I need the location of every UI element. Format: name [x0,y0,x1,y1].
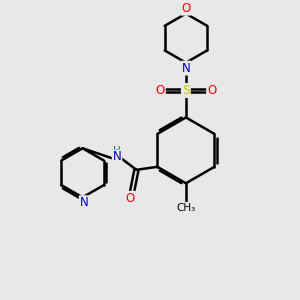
Text: O: O [181,2,190,15]
Text: N: N [182,61,190,75]
Text: S: S [182,84,190,97]
Text: O: O [207,84,217,97]
Text: CH₃: CH₃ [176,203,196,213]
Text: N: N [112,150,122,164]
Text: O: O [155,84,164,97]
Text: N: N [80,196,88,209]
Text: O: O [126,192,135,205]
Text: H: H [113,146,121,156]
